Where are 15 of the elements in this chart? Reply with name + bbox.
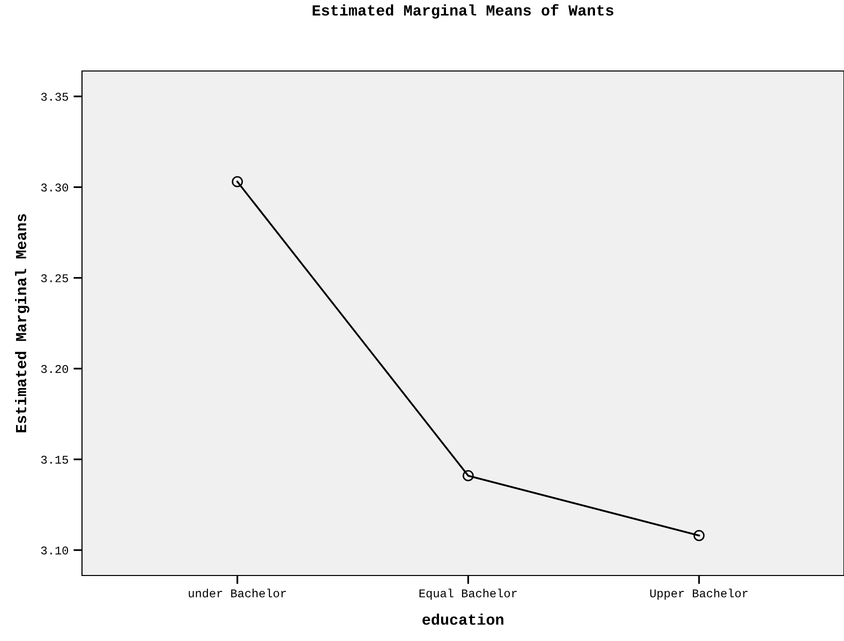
y-tick-label: 3.10 [41,546,68,554]
x-tick-label: Equal Bachelor [420,588,517,600]
point [232,176,243,188]
y-tick-label: 3.35 [41,92,68,101]
x-tick-label: under Bachelor [188,588,286,598]
x-axis-title: education [422,614,504,625]
y-tick-label: 3.30 [41,184,68,192]
y-tick-label: 3.15 [41,456,68,464]
point [462,470,474,482]
point [693,530,705,542]
x-tick-label: Upper Bachelor [650,588,748,600]
chart-title: Estimated Marginal Means of Wants [312,4,614,19]
y-tick-label: 3.25 [41,274,68,282]
y-axis-title: Estimated Marginal Means [15,214,30,432]
y-tick-label: 3.20 [41,365,68,374]
